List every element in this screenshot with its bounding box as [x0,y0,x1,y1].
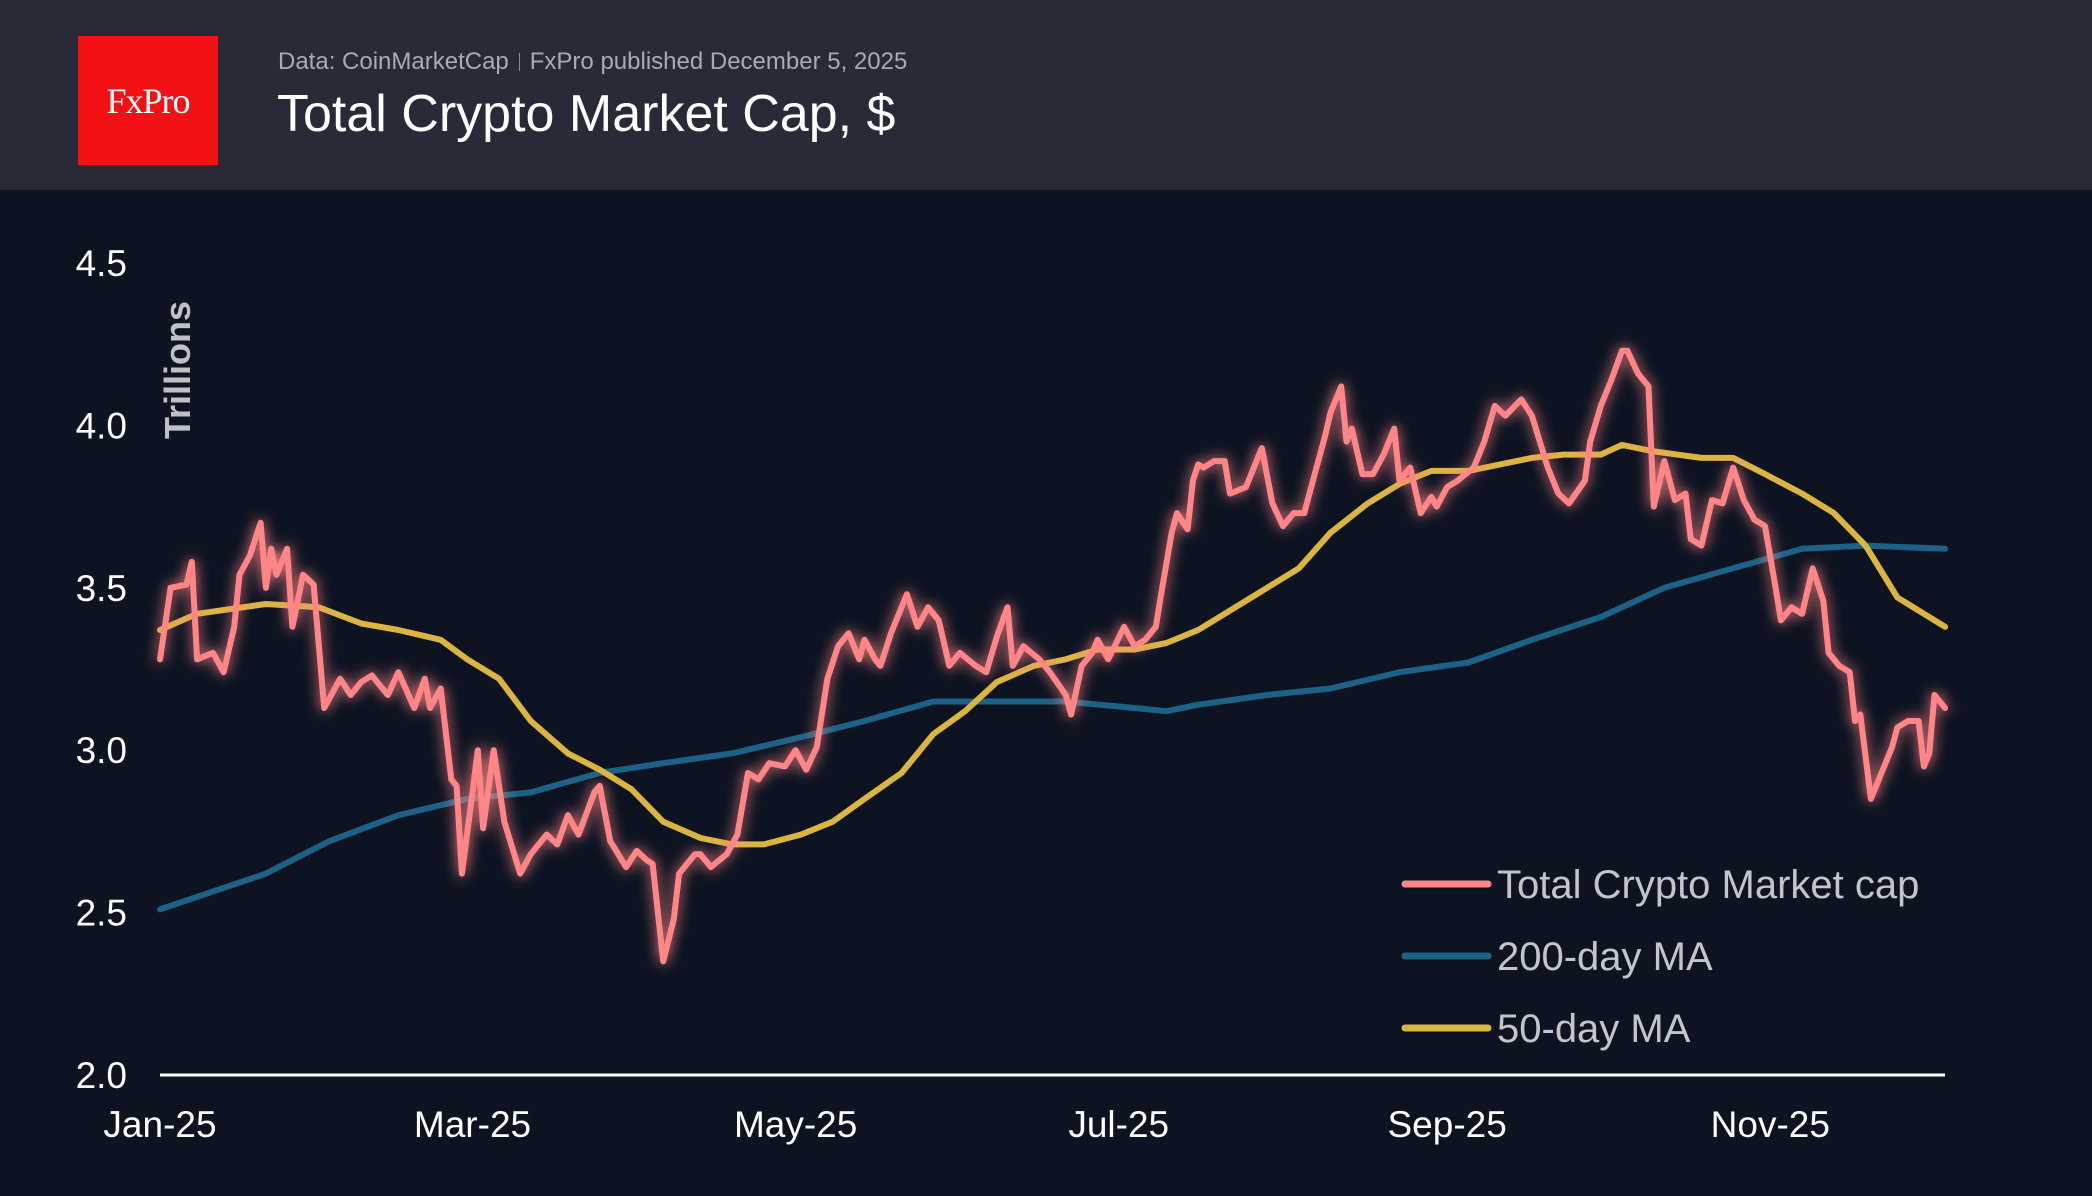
x-tick-label: Jan-25 [103,1104,216,1145]
y-tick-label: 2.5 [76,893,127,934]
fxpro-logo: FxPro [78,36,218,165]
y-tick-label: 3.5 [76,568,127,609]
x-tick-label: Mar-25 [414,1104,531,1145]
legend-item: Total Crypto Market cap [1401,863,1919,907]
legend-label: 200-day MA [1497,935,1713,979]
legend-label: Total Crypto Market cap [1497,863,1919,907]
y-tick-label: 3.0 [76,730,127,771]
series-line-50-day-ma [157,441,1949,848]
legend-item: 200-day MA [1401,935,1713,979]
x-tick-label: Nov-25 [1711,1104,1830,1145]
x-tick-label: Sep-25 [1388,1104,1507,1145]
y-axis: 2.0 2.5 3.0 3.5 4.0 4.5 [76,243,127,1096]
legend: Total Crypto Market cap 200-day MA 50-day … [1401,863,1919,1051]
y-tick-label: 4.0 [76,405,127,446]
legend-item: 50-day MA [1401,1007,1691,1051]
logo-text: FxPro [106,80,190,121]
y-tick-label: 4.5 [76,243,127,284]
series-line-200-day-ma [157,542,1949,913]
legend-label: 50-day MA [1497,1007,1691,1051]
chart: 2.0 2.5 3.0 3.5 4.0 4.5 Jan-25 Mar-25 May-25 Jul… [76,243,1949,1145]
separator [518,53,520,71]
published-date: FxPro published December 5, 2025 [529,48,908,75]
x-tick-label: Jul-25 [1068,1104,1169,1145]
subtitle: Data: CoinMarketCap FxPro published Decem… [278,48,907,76]
y-tick-label: 2.0 [76,1055,127,1096]
series-lines [157,347,1949,965]
data-source: Data: CoinMarketCap [278,48,509,75]
y-axis-label: Trillions [157,301,198,439]
x-tick-label: May-25 [734,1104,857,1145]
header: FxPro Data: CoinMarketCap FxPro published… [0,0,2092,190]
series-line-total-crypto-market-cap [157,347,1949,965]
chart-title: Total Crypto Market Cap, $ [277,85,896,143]
x-axis: Jan-25 Mar-25 May-25 Jul-25 Sep-25 Nov-25 [103,1104,1829,1145]
